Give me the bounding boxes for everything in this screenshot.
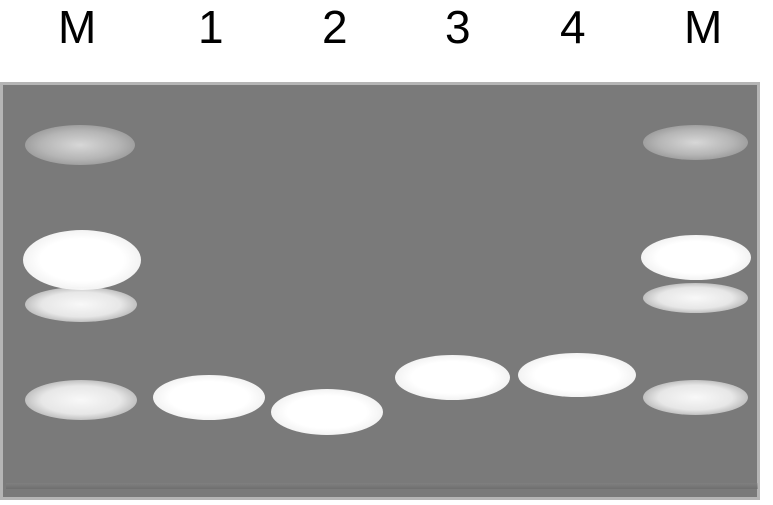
lane-label-1: 1 [198, 0, 225, 54]
band-marker-left-2 [23, 230, 141, 290]
band-marker-right-2 [641, 235, 751, 280]
lane-label-4: 4 [560, 0, 587, 54]
lane-labels-row: M 1 2 3 4 M [0, 0, 773, 60]
band-marker-left-1 [25, 125, 135, 165]
band-lane1 [153, 375, 265, 420]
band-lane4 [518, 353, 636, 397]
band-lane2 [271, 389, 383, 435]
lane-label-m-left: M [58, 0, 97, 54]
band-marker-right-3 [643, 283, 748, 313]
band-marker-right-4 [643, 380, 748, 415]
lane-label-m-right: M [684, 0, 723, 54]
band-marker-left-3 [25, 287, 137, 322]
lane-label-2: 2 [322, 0, 349, 54]
lane-label-3: 3 [445, 0, 472, 54]
band-marker-left-4 [25, 380, 137, 420]
band-lane3 [395, 355, 510, 400]
band-marker-right-1 [643, 125, 748, 160]
gel-image [0, 82, 760, 500]
gel-bottom-line [6, 483, 758, 489]
